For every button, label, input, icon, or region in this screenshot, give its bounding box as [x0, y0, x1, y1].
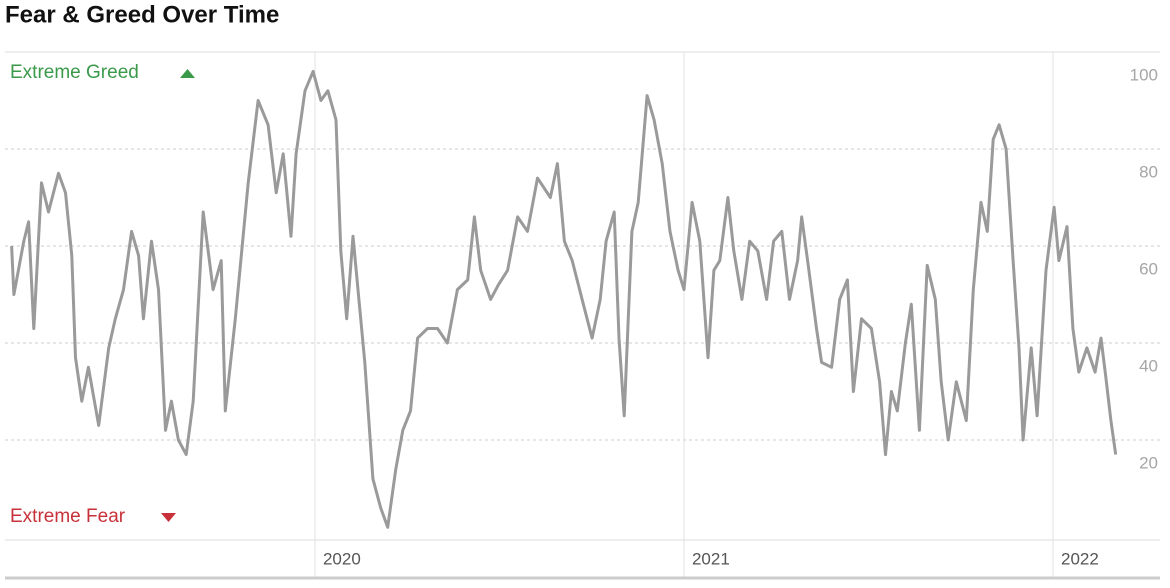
x-tick-label: 2020 — [323, 549, 361, 568]
greed-label: Extreme Greed — [10, 62, 139, 83]
plot-area: 20 40 60 80 100 2020 2021 2022 — [5, 51, 1160, 578]
y-tick-label: 80 — [1139, 162, 1158, 181]
chart-title: Fear & Greed Over Time — [5, 1, 279, 28]
y-tick-label: 20 — [1139, 453, 1158, 472]
x-tick-label: 2022 — [1061, 549, 1099, 568]
y-tick-label: 60 — [1139, 259, 1158, 278]
series-line — [10, 69, 1118, 529]
fear-label: Extreme Fear — [10, 506, 126, 527]
x-tick-label: 2021 — [692, 549, 730, 568]
down-triangle — [161, 513, 176, 522]
y-tick-label: 40 — [1139, 356, 1158, 375]
y-tick-label: 100 — [1130, 65, 1158, 84]
up-triangle — [180, 69, 195, 78]
